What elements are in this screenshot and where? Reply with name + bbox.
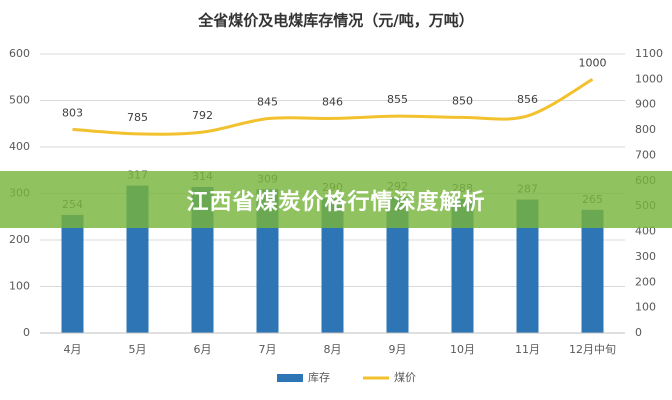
legend-label: 库存 [308, 370, 330, 384]
y-tick-label: 600 [9, 47, 30, 60]
x-tick-label: 7月 [259, 343, 277, 356]
bar [321, 198, 344, 333]
bar [516, 199, 539, 333]
y2-tick-label: 900 [635, 98, 656, 111]
x-tick-label: 11月 [515, 343, 540, 356]
y2-tick-label: 800 [635, 123, 656, 136]
legend-label: 煤价 [394, 371, 416, 384]
x-tick-label: 12月中旬 [569, 343, 616, 356]
y2-tick-label: 1000 [635, 72, 663, 85]
x-tick-label: 8月 [324, 343, 342, 356]
line-label: 856 [517, 93, 538, 106]
bar [581, 209, 604, 333]
x-tick-label: 9月 [389, 343, 407, 356]
y2-tick-label: 100 [635, 301, 656, 314]
line-label: 1000 [579, 56, 607, 69]
line-label: 845 [257, 96, 278, 109]
banner: 江西省煤炭价格行情深度解析 [0, 171, 672, 228]
y2-tick-label: 200 [635, 275, 656, 288]
x-tick-label: 4月 [64, 343, 82, 356]
y-tick-label: 100 [9, 280, 30, 293]
bar [386, 197, 409, 333]
line-label: 846 [322, 95, 343, 108]
line-label: 803 [62, 106, 83, 119]
legend-swatch [277, 374, 303, 382]
y-tick-label: 0 [23, 326, 30, 339]
bar [61, 214, 84, 333]
line-label: 850 [452, 94, 473, 107]
line-label: 785 [127, 111, 148, 124]
y-tick-label: 500 [9, 94, 30, 107]
chart-title: 全省煤价及电煤库存情况（元/吨，万吨） [197, 12, 473, 30]
y-tick-label: 200 [9, 233, 30, 246]
y2-tick-label: 700 [635, 148, 656, 161]
y2-tick-label: 0 [635, 326, 642, 339]
y2-tick-label: 1100 [635, 47, 663, 60]
x-tick-label: 5月 [129, 343, 147, 356]
y2-tick-label: 300 [635, 250, 656, 263]
bar [451, 199, 474, 333]
line-label: 792 [192, 109, 213, 122]
x-tick-label: 6月 [194, 343, 212, 356]
line [72, 78, 594, 136]
y-tick-label: 400 [9, 140, 30, 153]
x-tick-label: 10月 [450, 343, 475, 356]
line-label: 855 [387, 93, 408, 106]
